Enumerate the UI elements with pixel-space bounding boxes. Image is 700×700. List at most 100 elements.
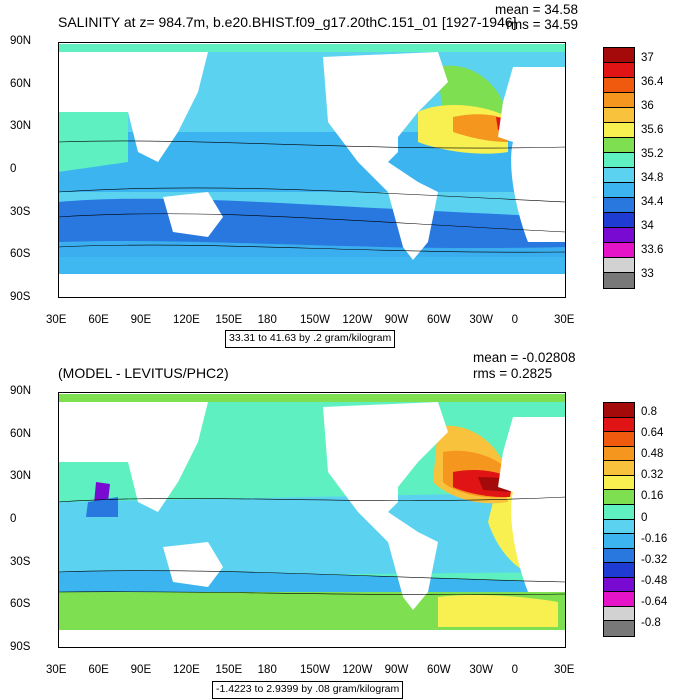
panel1-colorbar-label: 34.4 (641, 196, 664, 208)
panel1-xtick-label: 0 (511, 314, 519, 326)
panel2-xtick-label: 150E (215, 664, 243, 676)
panel1-map (58, 42, 566, 298)
panel1-colorbar-swatch (604, 228, 634, 243)
panel1-colorbar-label: 34 (641, 220, 654, 232)
panel2-land-australia (163, 542, 223, 587)
panel2-mean: mean = -0.02808 (473, 350, 576, 365)
panel1-ytick-label: 60N (10, 77, 32, 90)
panel2-ytick-label: 30N (10, 470, 32, 483)
panel2-colorbar-label: 0 (641, 511, 648, 524)
panel2-xtick-label: 180 (257, 664, 277, 676)
panel2-colorbar-swatch (604, 461, 634, 476)
panel2-land-americas (323, 402, 448, 610)
panel2-south-atlantic-yellow (438, 594, 558, 627)
panel2-arabian-purple (94, 482, 110, 504)
panel1-land-australia (163, 192, 223, 237)
panel1-indian-north (58, 112, 128, 172)
panel1-contour-1 (58, 140, 566, 149)
panel1-ytick-label: 30S (10, 205, 31, 218)
panel2-colorbar-swatch (604, 548, 634, 564)
panel2-colorbar (603, 402, 635, 637)
panel1-ytick-label: 90N (10, 35, 32, 47)
panel2-colorbar-label: 0.48 (641, 447, 664, 460)
panel2-xtick-label: 60W (427, 664, 451, 676)
panel1-arctic-ocean (58, 44, 566, 52)
panel1-colorbar-label: 36.4 (641, 76, 664, 88)
panel1-med-orange (453, 114, 510, 142)
panel1-xtick-label: 60W (427, 314, 451, 326)
panel2-xtick-label: 150W (300, 664, 331, 676)
panel2-frame (58, 392, 566, 648)
panel1-colorbar-label: 36 (641, 100, 654, 112)
panel1-colorbar-swatch (604, 138, 634, 153)
panel1-colorbar-label: 33 (641, 268, 654, 280)
panel2-xtick-label: 120W (342, 664, 373, 676)
panel2-xtick-label: 90W (384, 664, 409, 676)
panel2-colorbar-label: -0.64 (641, 596, 668, 609)
panel1-colorbar-swatch (604, 123, 634, 138)
panel2-ytick-label: 30S (10, 555, 31, 568)
panel2-range-box: -1.4223 to 2.9399 by .08 gram/kilogram (212, 681, 404, 699)
panel2-ytick-label: 0 (10, 513, 17, 525)
panel2-colorbar-label: -0.32 (641, 553, 668, 566)
panel1-range-box: 33.31 to 41.63 by .2 gram/kilogram (225, 330, 396, 348)
panel1-colorbar-swatch (604, 108, 634, 123)
panel2-colorbar-swatch (604, 621, 634, 636)
panel2-colorbar-swatch (604, 446, 634, 462)
panel1-colorbar (603, 47, 635, 289)
panel2-colorbar-label: 0.16 (641, 490, 664, 503)
panel1-ytick-label: 0 (10, 163, 17, 175)
panel1-colorbar-swatch (604, 153, 634, 168)
panel2-xtick-label: 30W (469, 664, 493, 676)
panel2-arabian-blue (86, 497, 118, 517)
panel2-ytick-label: 90N (10, 385, 32, 397)
panel1-xtick-label: 30E (46, 314, 67, 326)
panel2-pacific-cyan (58, 492, 566, 577)
panel1-colorbar-swatch (604, 273, 634, 288)
panel1-land-asia (58, 52, 208, 162)
panel1-colorbar-swatch (604, 78, 634, 93)
panel2-ytick-label: 90S (10, 641, 31, 653)
panel1-colorbar-swatch (604, 48, 634, 63)
panel1-colorbar-swatch (604, 168, 634, 183)
panel2-colorbar-swatch (604, 592, 634, 607)
panel1-colorbar-swatch (604, 93, 634, 108)
panel1-ytick-label: 30N (10, 120, 32, 133)
panel2-colorbar-swatch (604, 490, 634, 505)
panel1-band-southern-ocean (58, 240, 566, 277)
panel2-arctic-ocean (58, 394, 566, 402)
panel2-colorbar-swatch (604, 417, 634, 433)
panel1-colorbar-swatch (604, 198, 634, 213)
panel2-title: (MODEL - LEVITUS/PHC2) (58, 365, 229, 381)
panel1-colorbar-label: 37 (641, 52, 654, 64)
panel2-colorbar-swatch (604, 403, 634, 418)
panel1-rms: rms = 34.59 (506, 17, 578, 32)
panel1-mean: mean = 34.58 (495, 2, 578, 17)
panel1-xtick-label: 90E (130, 314, 152, 326)
panel2-colorbar-label: 0.8 (641, 405, 657, 418)
panel2-ytick-label: 60S (10, 598, 31, 611)
panel1-contour-4 (58, 244, 566, 253)
panel1-land-africa-europe (498, 67, 566, 242)
panel2-colorbar-swatch (604, 504, 634, 520)
panel1-colorbar-swatch (604, 63, 634, 78)
panel2-land-africa-europe (498, 417, 566, 592)
panel2-xtick-label: 90E (130, 664, 152, 676)
panel2-colorbar-swatch (604, 534, 634, 549)
panel1-xtick-label: 120W (342, 314, 373, 326)
panel2-colorbar-swatch (604, 577, 634, 593)
panel1-colorbar-label: 33.6 (641, 244, 664, 256)
panel1-xtick-label: 150W (300, 314, 331, 326)
panel1-xtick-label: 30W (469, 314, 493, 326)
panel1-xtick-label: 30E (554, 314, 575, 326)
panel1-colorbar-label: 34.8 (641, 172, 664, 184)
panel2-contour-2 (58, 570, 566, 583)
panel2-xtick-label: 0 (511, 664, 519, 676)
panel2-colorbar-label: 0.64 (641, 426, 664, 439)
panel2-colorbar-swatch (604, 563, 634, 578)
panel1-colorbar-swatch (604, 243, 634, 258)
panel2-colorbar-swatch (604, 475, 634, 491)
panel1-contour-2 (58, 187, 566, 203)
panel1-band-antarctic (58, 274, 566, 298)
panel2-xtick-label: 60E (88, 664, 109, 676)
